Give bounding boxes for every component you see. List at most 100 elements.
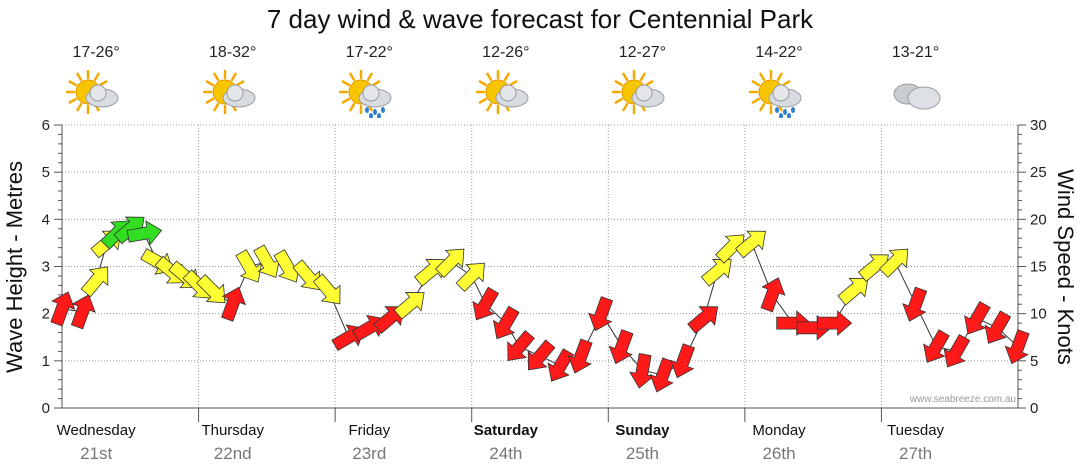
day-date-label: 27th (899, 444, 932, 463)
sun-cloud-rain-icon (749, 69, 802, 118)
left-tick-label: 4 (42, 211, 50, 228)
right-tick-label: 20 (1030, 211, 1047, 228)
wind-arrow-shape (80, 266, 109, 298)
wind-arrow-shape (687, 306, 719, 334)
wind-arrow-shape (435, 248, 465, 278)
day-date-label: 26th (762, 444, 795, 463)
right-axis-title: Wind Speed - Knots (1053, 169, 1078, 365)
wind-arrow-shape (492, 305, 520, 340)
left-tick-label: 6 (42, 117, 50, 134)
wind-arrow-shape (588, 296, 614, 332)
wind-arrow (837, 277, 869, 306)
wind-arrow-shape (1004, 329, 1030, 365)
wind-arrow-shape (567, 338, 593, 374)
day-name-label: Saturday (474, 422, 539, 439)
wind-arrow-shape (50, 291, 76, 327)
wind-arrow (567, 338, 593, 374)
wind-arrow (943, 333, 971, 368)
wind-arrow-shape (126, 220, 163, 246)
wind-arrow (735, 230, 766, 259)
wind-arrow-shape (455, 262, 485, 293)
wind-arrow-shape (547, 348, 575, 382)
day-forecast: 13-21° (861, 44, 971, 118)
wind-arrow (507, 330, 535, 361)
temperature-range: 18-32° (209, 44, 257, 61)
day-name-label: Tuesday (887, 422, 944, 439)
cloud-shape (893, 83, 941, 110)
right-tick-label: 15 (1030, 259, 1047, 276)
wind-arrow (70, 294, 96, 330)
day-date-label: 21st (80, 444, 112, 463)
wind-arrow (760, 277, 786, 313)
wind-arrow-shape (902, 286, 928, 322)
wind-arrow-shape (984, 310, 1012, 344)
temperature-range: 17-22° (345, 44, 393, 61)
wind-arrow (1004, 329, 1030, 365)
left-tick-label: 1 (42, 353, 50, 370)
wind-arrow-shape (608, 329, 634, 365)
right-tick-label: 25 (1030, 164, 1047, 181)
wind-arrow (455, 262, 485, 293)
temperature-range: 13-21° (891, 44, 940, 61)
wind-arrow (649, 357, 675, 393)
cloud-shape (222, 84, 256, 108)
right-tick-label: 30 (1030, 117, 1047, 134)
wind-arrow (964, 300, 991, 335)
wind-arrow-shape (312, 273, 341, 305)
wind-arrow (435, 248, 465, 278)
temperature-range: 12-27° (618, 44, 667, 61)
wind-arrow (221, 286, 247, 322)
temperature-range: 17-26° (72, 44, 120, 61)
sun-cloud-rain-icon (339, 69, 392, 118)
temperature-range: 12-26° (482, 44, 530, 61)
wind-arrow-shape (507, 330, 535, 361)
left-tick-label: 3 (42, 259, 50, 276)
day-forecast: 14-22° (724, 44, 834, 118)
day-forecast: 12-26° (451, 44, 561, 118)
rain-drops (365, 107, 386, 118)
left-axis-title: Wave Height - Metres (2, 161, 27, 373)
wind-arrow (923, 329, 950, 363)
right-tick-label: 0 (1030, 400, 1038, 417)
wind-arrow-shape (649, 357, 675, 393)
wind-arrow (608, 329, 634, 365)
wind-arrow-shape (629, 353, 655, 389)
wind-arrow-shape (923, 329, 950, 363)
wind-arrow (629, 353, 655, 389)
day-name-label: Sunday (615, 422, 670, 439)
cloud-shape (85, 84, 119, 108)
day-forecast: 17-22° (314, 44, 424, 118)
wind-arrow-shape (760, 277, 786, 313)
wind-arrow-shape (878, 248, 909, 278)
wind-arrow (670, 343, 696, 379)
chart-title: 7 day wind & wave forecast for Centennia… (266, 4, 814, 34)
wind-arrow (902, 286, 928, 322)
cloud-shape (495, 84, 529, 108)
daily-forecast-strip: 17-26° 18-32° 17-22° 12-26° 12-27° 14-22° 13-2… (0, 0, 1080, 120)
day-name-label: Thursday (201, 422, 264, 439)
wind-arrow-shape (964, 300, 991, 335)
wind-arrow (312, 273, 341, 305)
wind-arrow-shape (196, 273, 226, 304)
wind-arrow (235, 249, 263, 283)
wind-arrow (472, 286, 500, 321)
rain-drops (775, 107, 795, 118)
day-date-label: 25th (626, 444, 659, 463)
wind-arrow (984, 310, 1012, 344)
cloudy-icon (893, 83, 941, 110)
day-date-label: 23rd (352, 444, 386, 463)
wind-arrow (527, 339, 556, 371)
partly-cloudy-sun-icon (66, 69, 119, 115)
right-tick-label: 10 (1030, 306, 1047, 323)
wind-arrow-shape (735, 230, 766, 259)
wind-arrow (878, 248, 909, 278)
day-name-label: Friday (348, 422, 390, 439)
wind-arrow (687, 306, 719, 334)
left-tick-label: 0 (42, 400, 50, 417)
wind-arrow (50, 291, 76, 327)
wind-arrow (292, 259, 320, 291)
wind-arrow (196, 273, 226, 304)
day-name-label: Wednesday (57, 422, 136, 439)
wind-arrow-shape (292, 259, 320, 291)
day-date-label: 22nd (214, 444, 252, 463)
